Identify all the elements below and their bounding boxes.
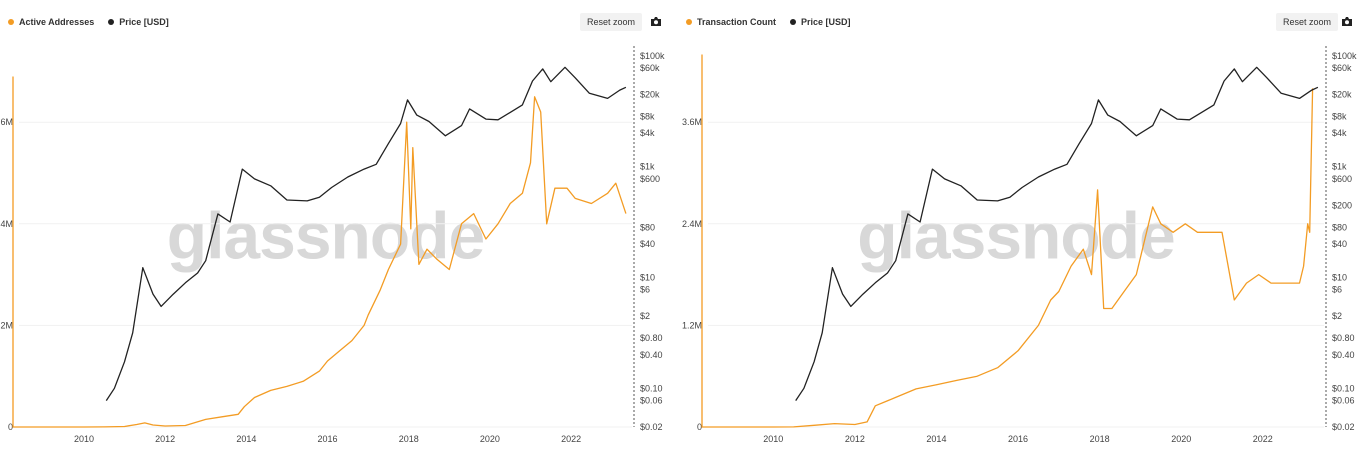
y-right-tick-label: $100k	[1332, 51, 1357, 61]
x-tick-label: 2020	[1171, 434, 1191, 444]
legend-item-active-addresses[interactable]: Active Addresses	[8, 17, 94, 27]
x-tick-label: 2012	[845, 434, 865, 444]
y-right-tick-label: $6	[640, 285, 650, 295]
y-right-tick-label: $60k	[640, 63, 660, 73]
watermark-text: glassnode	[857, 199, 1174, 273]
y-right-tick-label: $10	[1332, 272, 1347, 282]
y-right-tick-label: $40	[1332, 239, 1347, 249]
x-tick-label: 2016	[1008, 434, 1028, 444]
y-right-tick-label: $2	[1332, 311, 1342, 321]
y-right-tick-label: $600	[640, 174, 660, 184]
y-right-tick-label: $200	[1332, 200, 1352, 210]
reset-zoom-button[interactable]: Reset zoom	[580, 13, 643, 31]
legend-label: Price [USD]	[801, 17, 851, 27]
y-left-tick-label: 2M	[0, 320, 13, 330]
y-right-tick-label: $0.02	[1332, 422, 1355, 432]
x-tick-label: 2010	[763, 434, 783, 444]
series-line-active-addresses[interactable]	[12, 76, 627, 428]
y-left-tick-label: 0	[8, 422, 13, 432]
y-right-tick-label: $80	[640, 222, 655, 232]
y-right-tick-label: $6	[1332, 285, 1342, 295]
y-right-tick-label: $20k	[1332, 89, 1352, 99]
y-right-tick-label: $80	[1332, 222, 1347, 232]
y-left-tick-label: 0	[697, 422, 702, 432]
y-right-tick-label: $4k	[640, 128, 655, 138]
y-right-tick-label: $0.80	[1332, 333, 1355, 343]
x-tick-label: 2014	[236, 434, 256, 444]
x-tick-label: 2022	[1253, 434, 1273, 444]
y-left-tick-label: 2.4M	[682, 219, 702, 229]
x-tick-label: 2018	[399, 434, 419, 444]
chart-panel-transaction-count: Transaction Count Price [USD] Reset zoom…	[676, 0, 1366, 449]
y-right-tick-label: $0.80	[640, 333, 663, 343]
y-right-tick-label: $0.40	[1332, 350, 1355, 360]
x-tick-label: 2020	[480, 434, 500, 444]
camera-icon[interactable]	[1341, 16, 1353, 27]
y-right-tick-label: $8k	[1332, 112, 1347, 122]
x-tick-label: 2022	[561, 434, 581, 444]
watermark-text: glassnode	[167, 199, 484, 273]
legend: Active Addresses Price [USD]	[8, 17, 169, 27]
legend: Transaction Count Price [USD]	[686, 17, 851, 27]
y-left-tick-label: 1.2M	[682, 320, 702, 330]
series-line-price-usd[interactable]	[105, 66, 627, 401]
series-line-transaction-count[interactable]	[701, 54, 1314, 428]
legend-label: Active Addresses	[19, 17, 95, 27]
y-right-tick-label: $40	[640, 239, 655, 249]
legend-label: Price [USD]	[119, 17, 169, 27]
y-right-tick-label: $600	[1332, 174, 1352, 184]
y-right-tick-label: $60k	[1332, 63, 1352, 73]
y-right-tick-label: $100k	[640, 51, 665, 61]
orange-dot-icon	[8, 19, 14, 25]
y-right-tick-label: $10	[640, 272, 655, 282]
black-dot-icon	[790, 19, 797, 25]
y-right-tick-label: $0.10	[640, 383, 663, 393]
reset-zoom-button[interactable]: Reset zoom	[1276, 13, 1339, 31]
y-right-tick-label: $2	[640, 311, 650, 321]
legend-label: Transaction Count	[697, 17, 777, 27]
orange-dot-icon	[686, 19, 692, 25]
x-tick-label: 2014	[926, 434, 946, 444]
y-right-tick-label: $1k	[1332, 162, 1347, 172]
y-right-tick-label: $20k	[640, 89, 660, 99]
series-line-price-usd[interactable]	[795, 66, 1319, 401]
x-tick-label: 2018	[1090, 434, 1110, 444]
chart-canvas[interactable]: glassnode 2010 2012 2014 2016 2018 2020 2022 0 1.…	[676, 0, 1366, 449]
legend-item-price[interactable]: Price [USD]	[108, 17, 169, 27]
y-left-tick-label: 6M	[0, 117, 13, 127]
y-right-tick-label: $0.10	[1332, 383, 1355, 393]
y-right-tick-label: $0.02	[640, 422, 663, 432]
x-tick-label: 2012	[155, 434, 175, 444]
y-right-tick-label: $1k	[640, 162, 655, 172]
y-right-tick-label: $0.06	[640, 396, 663, 406]
y-left-tick-label: 3.6M	[682, 117, 702, 127]
legend-item-price[interactable]: Price [USD]	[790, 17, 851, 27]
x-tick-label: 2010	[74, 434, 94, 444]
chart-panel-active-addresses: Active Addresses Price [USD] Reset zoom …	[0, 0, 668, 449]
y-right-tick-label: $4k	[1332, 128, 1347, 138]
y-left-tick-label: 4M	[0, 219, 13, 229]
y-right-tick-label: $0.06	[1332, 396, 1355, 406]
x-tick-label: 2016	[318, 434, 338, 444]
camera-icon[interactable]	[650, 16, 662, 27]
y-right-tick-label: $0.40	[640, 350, 663, 360]
black-dot-icon	[108, 19, 115, 25]
legend-item-transaction-count[interactable]: Transaction Count	[686, 17, 776, 27]
chart-canvas[interactable]: glassnode 2010 2012 2014 2016 2018 2020 2022 0 2M…	[0, 0, 668, 449]
y-right-tick-label: $8k	[640, 112, 655, 122]
